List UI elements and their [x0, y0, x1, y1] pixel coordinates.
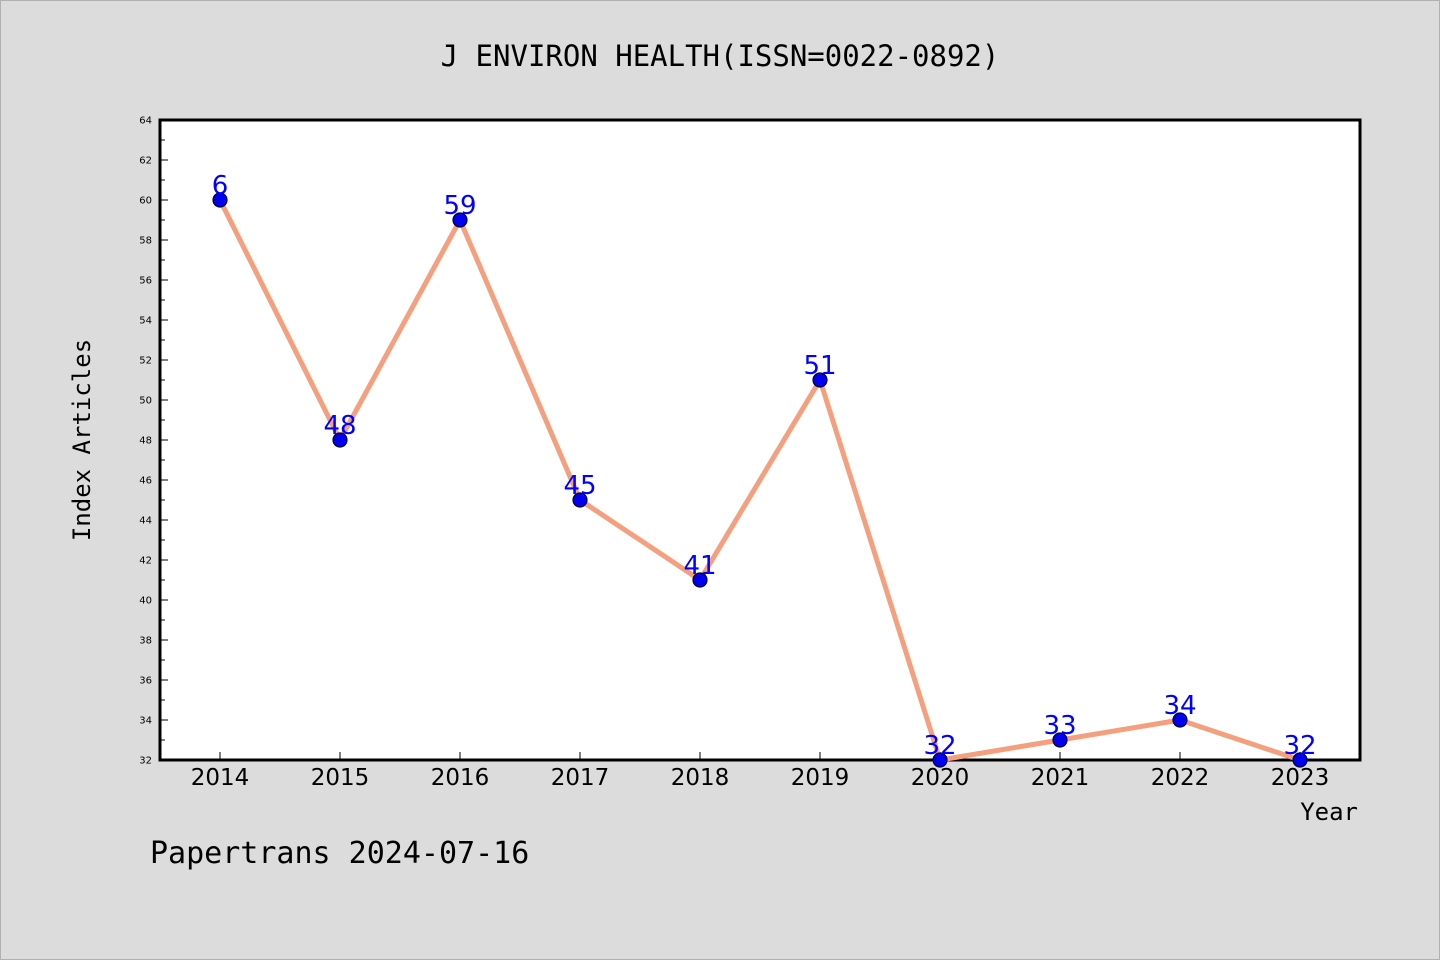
data-point: [212, 192, 228, 208]
x-tick-label: 2020: [911, 765, 970, 791]
data-point: [572, 492, 588, 508]
y-tick-label: 62: [139, 156, 152, 167]
x-axis: 2014 2015 2016 2017 2018 2019 2020 2021 2022 2023: [191, 752, 1330, 791]
x-tick-label: 2018: [671, 765, 730, 791]
x-tick-label: 2022: [1151, 765, 1210, 791]
data-label: 48: [323, 411, 356, 441]
data-point: [812, 372, 828, 388]
y-tick-label: 64: [139, 116, 152, 127]
x-axis-label: Year: [1300, 798, 1358, 826]
data-labels-layer: 6 48 59 45 41 51 32 33 34 32: [212, 171, 1317, 761]
plot-area: [158, 118, 1362, 762]
y-tick-label: 34: [139, 716, 152, 727]
data-point: [452, 212, 468, 228]
y-tick-label: 48: [139, 436, 152, 447]
chart-title: J ENVIRON HEALTH(ISSN=0022-0892): [441, 39, 1000, 73]
x-tick-label: 2015: [311, 765, 370, 791]
y-tick-label: 52: [139, 356, 152, 367]
series-line: [217, 197, 1303, 763]
data-label: 32: [1283, 731, 1316, 761]
points-layer: [212, 192, 1308, 768]
data-label: 33: [1043, 711, 1076, 741]
data-point: [932, 752, 948, 768]
y-tick-label: 40: [139, 596, 152, 607]
x-tick-label: 2017: [551, 765, 610, 791]
y-axis-label: Index Articles: [68, 339, 96, 541]
data-point: [1172, 712, 1188, 728]
y-tick-label: 36: [139, 676, 152, 687]
y-tick-label: 56: [139, 276, 152, 287]
data-label: 59: [443, 191, 476, 221]
y-tick-label: 32: [139, 756, 152, 767]
y-tick-label: 46: [139, 476, 152, 487]
y-tick-label: 38: [139, 636, 152, 647]
data-point: [332, 432, 348, 448]
data-point: [692, 572, 708, 588]
x-tick-label: 2014: [191, 765, 250, 791]
y-tick-label: 58: [139, 236, 152, 247]
x-tick-label: 2019: [791, 765, 850, 791]
y-tick-label: 60: [139, 196, 152, 207]
data-label: 45: [563, 471, 596, 501]
footer-credit: Papertrans 2024-07-16: [150, 836, 529, 871]
data-label: 51: [803, 351, 836, 381]
y-tick-label: 42: [139, 556, 152, 567]
data-label: 6: [212, 171, 229, 201]
series-layer: [217, 197, 1303, 763]
data-point: [1292, 752, 1308, 768]
data-point: [1052, 732, 1068, 748]
x-tick-label: 2023: [1271, 765, 1330, 791]
data-label: 41: [683, 551, 716, 581]
x-tick-label: 2016: [431, 765, 490, 791]
x-tick-label: 2021: [1031, 765, 1090, 791]
y-tick-label: 54: [139, 316, 152, 327]
y-tick-label: 50: [139, 396, 152, 407]
data-label: 34: [1163, 691, 1196, 721]
y-axis: 32 34 36 38 40 42 44 46 48 50 52 54 56 58 60 62 64: [139, 116, 168, 767]
y-tick-label: 44: [139, 516, 152, 527]
data-label: 32: [923, 731, 956, 761]
